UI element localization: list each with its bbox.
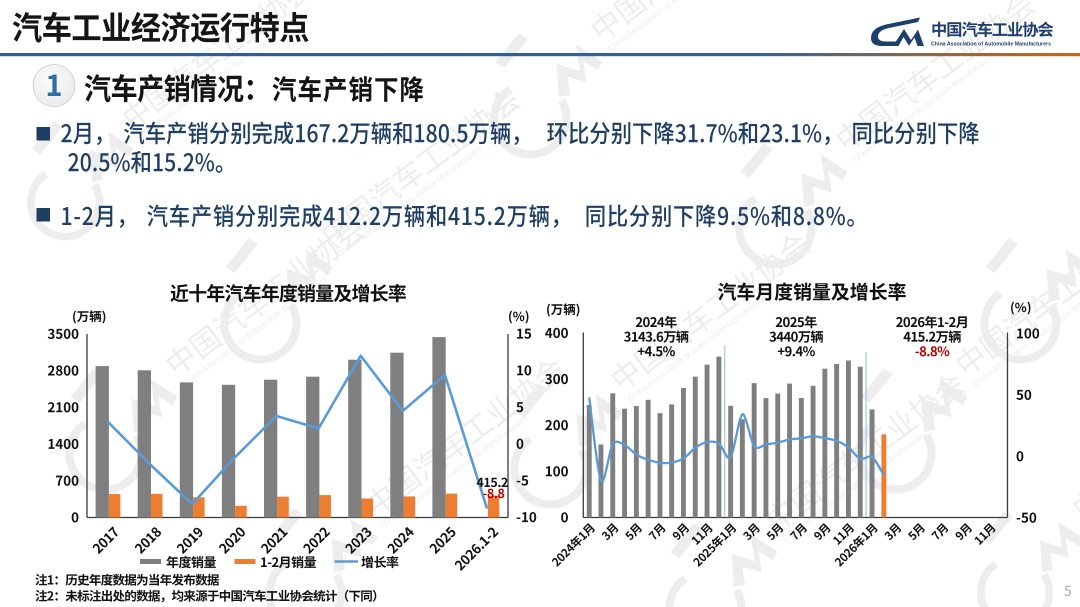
svg-text:China Association of Automobil: China Association of Automobile Manufact… <box>931 42 1052 48</box>
